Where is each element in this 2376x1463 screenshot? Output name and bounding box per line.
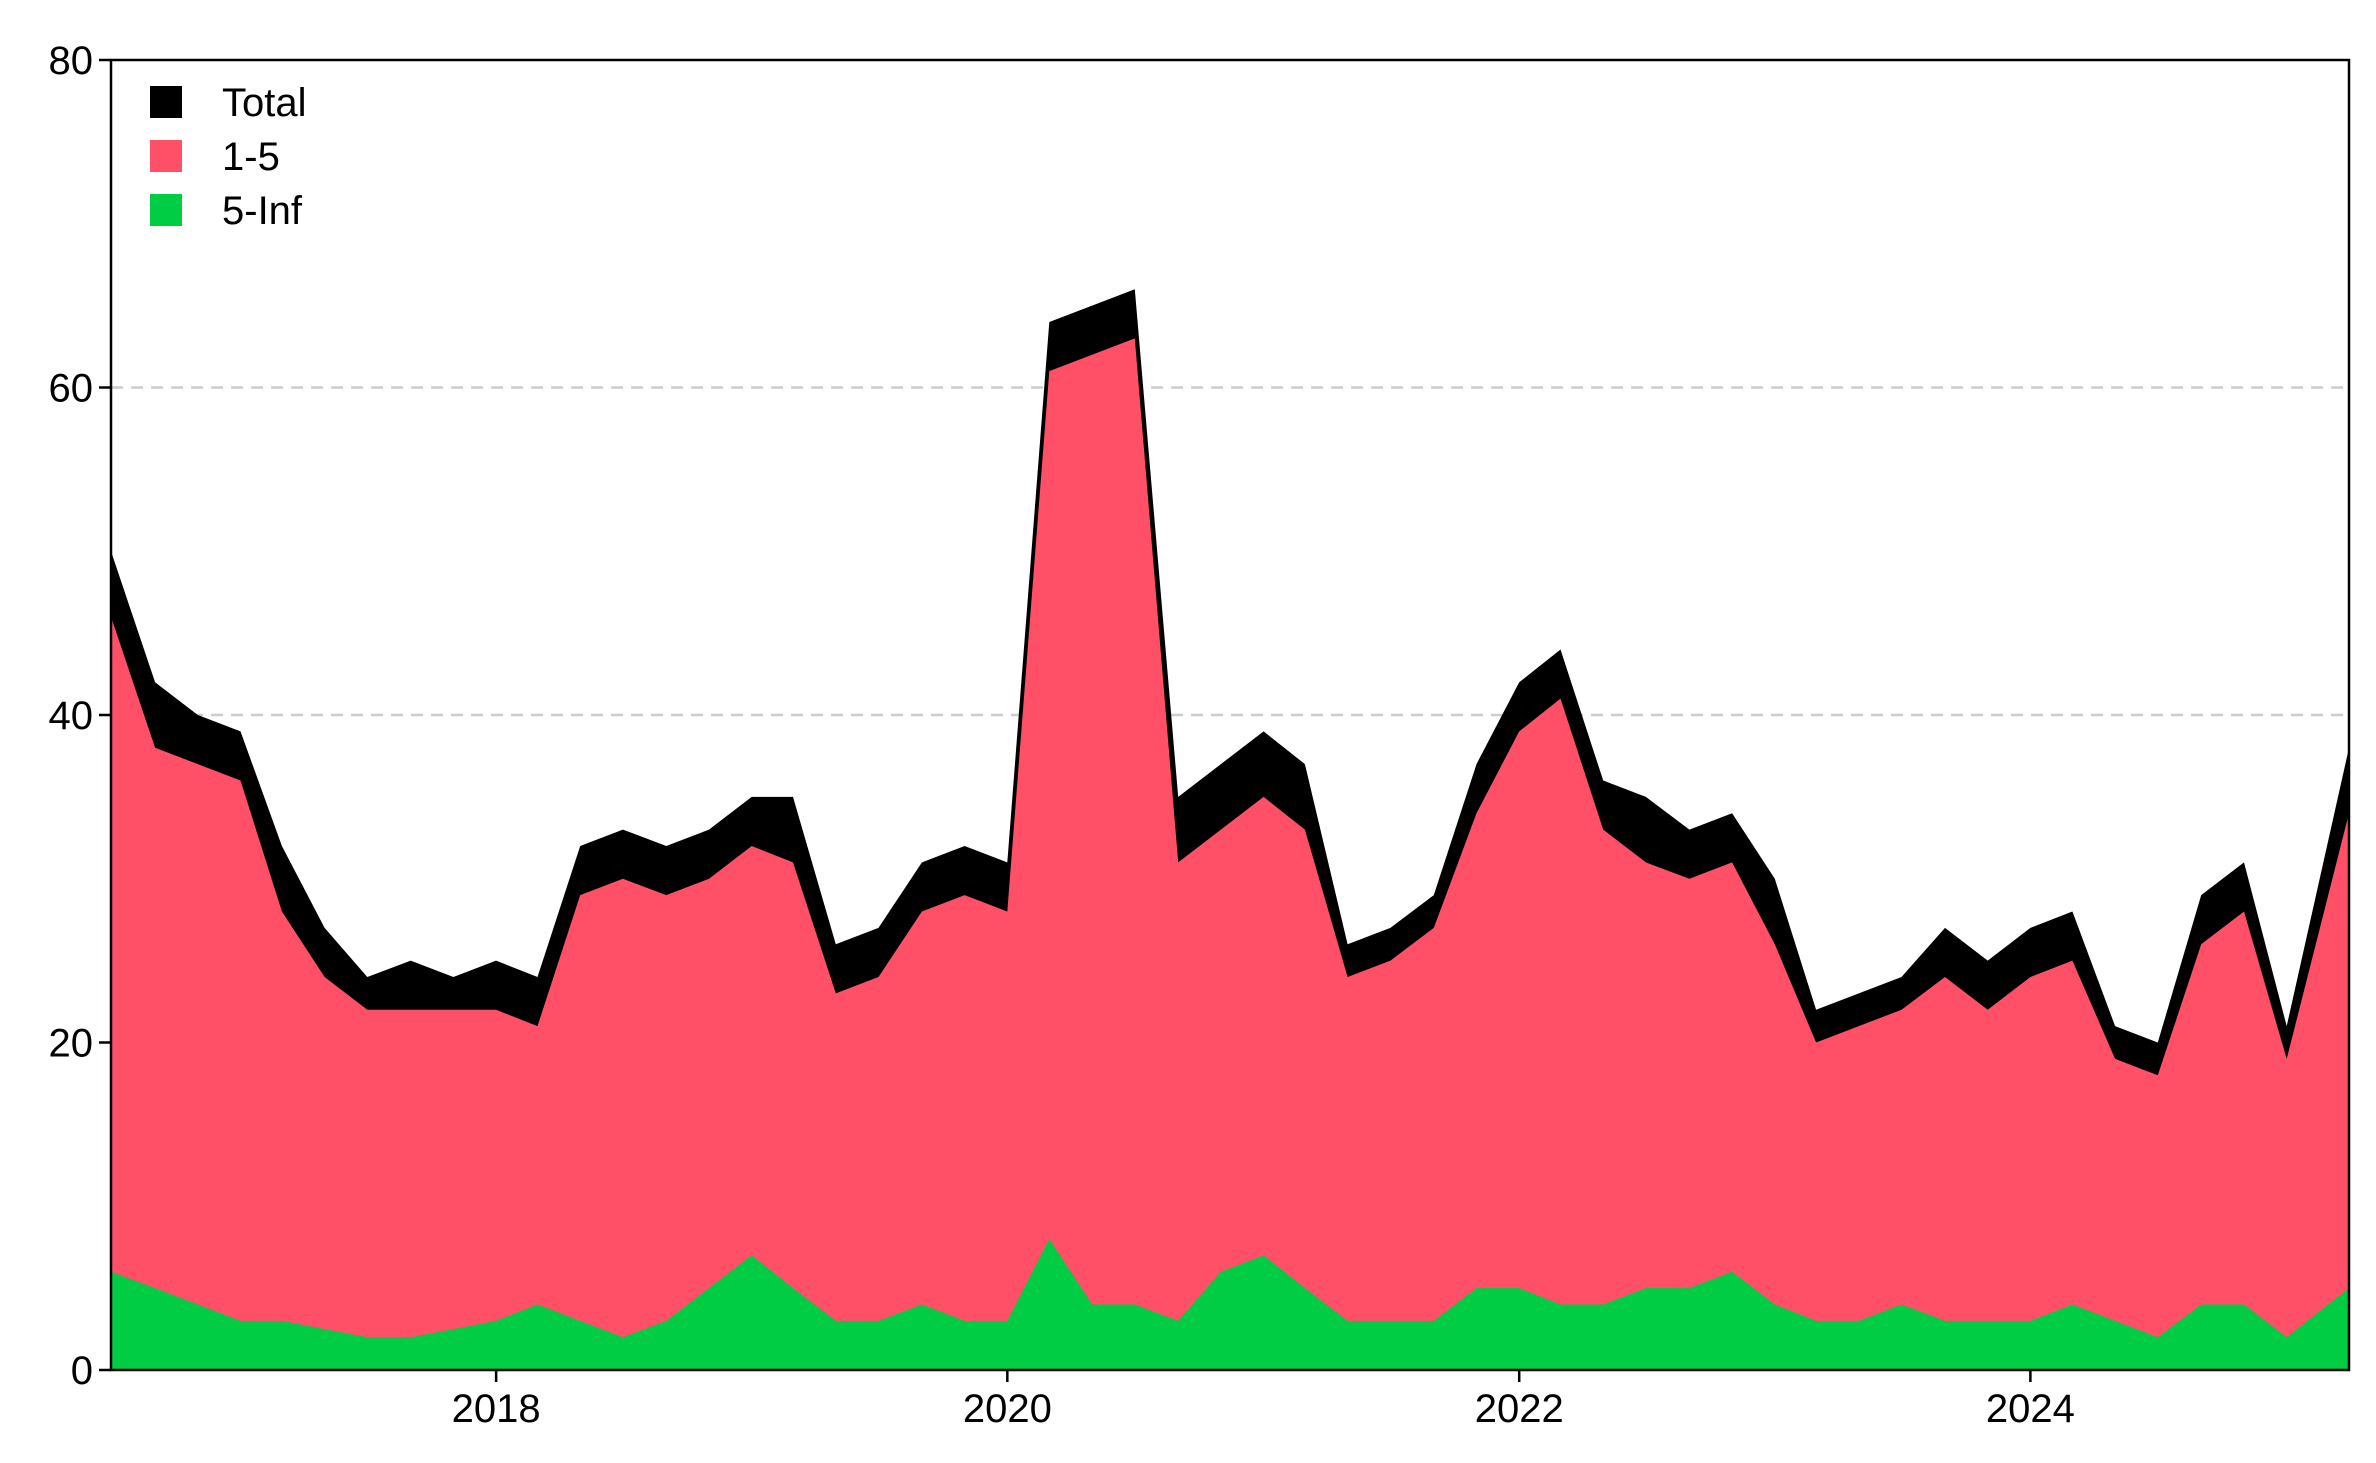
- legend-swatch-total: [150, 86, 182, 118]
- area-1-5: [111, 338, 2349, 1370]
- legend-swatch-1-5: [150, 140, 182, 172]
- y-tick-label-40: 40: [49, 694, 94, 738]
- legend-swatch-5-inf: [150, 194, 182, 226]
- legend-label-1-5: 1-5: [222, 135, 280, 179]
- legend-label-5-inf: 5-Inf: [222, 189, 303, 233]
- y-tick-label-0: 0: [71, 1349, 93, 1393]
- x-tick-label-2018: 2018: [452, 1387, 541, 1431]
- axes: 0 20 40 60 80 2018 2020 2022 2024: [49, 39, 2075, 1431]
- y-tick-label-80: 80: [49, 39, 94, 83]
- grid-lines: [111, 386, 2349, 717]
- y-tick-label-20: 20: [49, 1022, 94, 1066]
- legend-label-total: Total: [222, 81, 307, 125]
- area-5-inf: [111, 1239, 2349, 1370]
- x-tick-label-2024: 2024: [1986, 1387, 2075, 1431]
- legend: Total 1-5 5-Inf: [150, 81, 307, 233]
- x-tick-label-2022: 2022: [1475, 1387, 1564, 1431]
- y-tick-label-60: 60: [49, 367, 94, 411]
- x-tick-label-2020: 2020: [963, 1387, 1052, 1431]
- area-series-group: [111, 289, 2349, 1370]
